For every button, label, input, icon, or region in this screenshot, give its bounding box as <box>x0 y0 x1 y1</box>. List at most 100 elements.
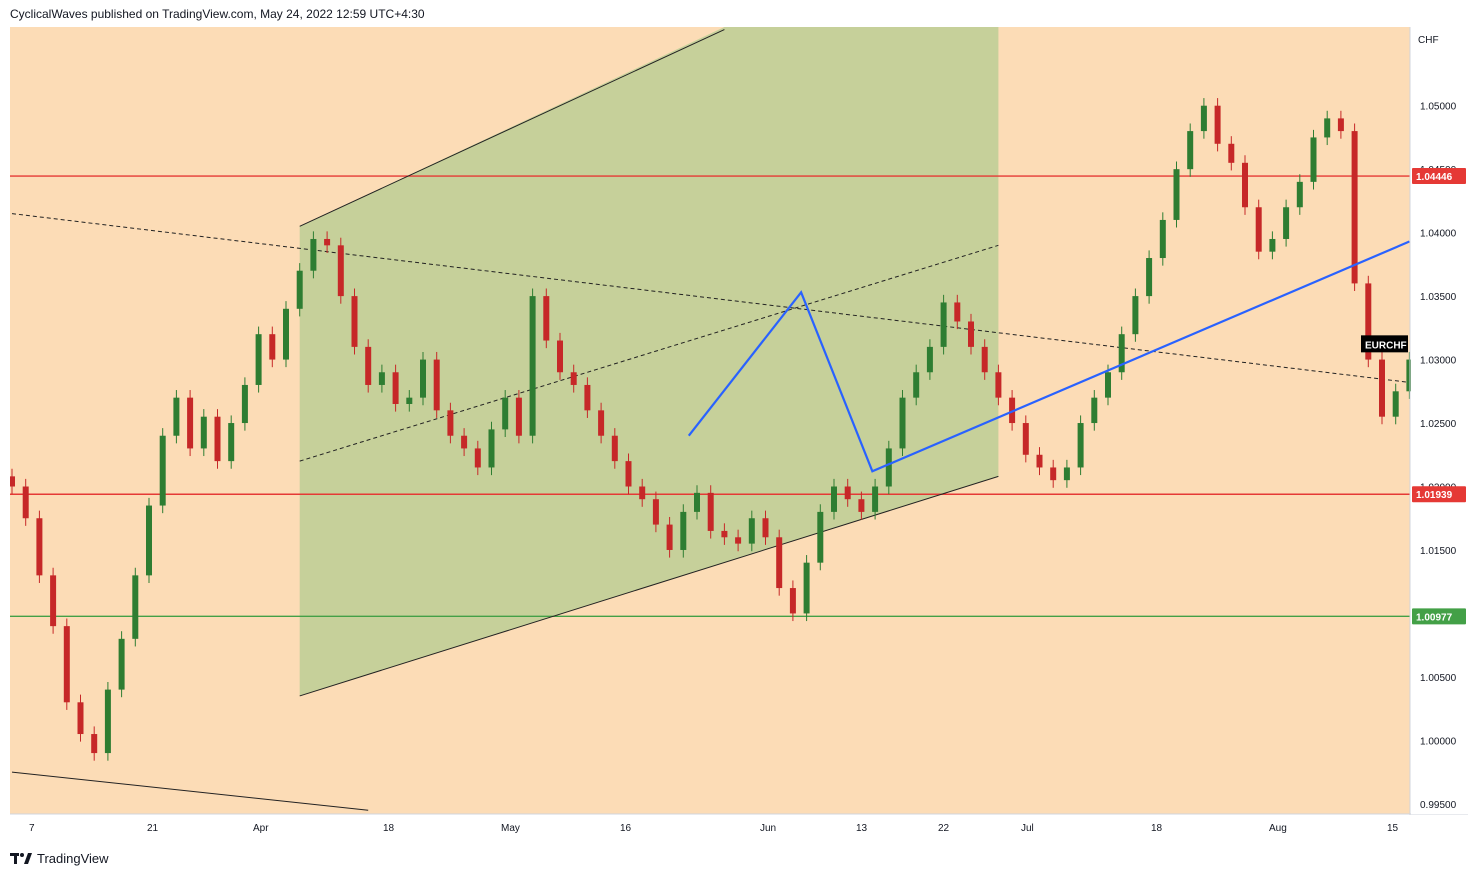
candle-body <box>652 499 659 525</box>
candle <box>1406 351 1413 399</box>
price-label-text: 1.04446 <box>1416 172 1453 183</box>
candle <box>981 339 988 380</box>
price-label-box <box>1412 486 1466 503</box>
candle-body <box>228 423 235 462</box>
candle <box>310 231 317 279</box>
candle-body <box>1105 372 1111 398</box>
candle-body <box>844 486 851 500</box>
candle <box>255 326 262 393</box>
candle-body <box>461 435 468 449</box>
symbol-label-text: EURCHF <box>1365 340 1407 351</box>
candle <box>36 510 43 583</box>
candle <box>324 231 331 253</box>
publisher-caption: CyclicalWaves published on TradingView.c… <box>10 7 425 21</box>
candle-body <box>1050 467 1057 481</box>
candle <box>502 390 509 438</box>
candle <box>9 468 15 495</box>
candle-body <box>1200 105 1207 132</box>
candle <box>789 580 796 622</box>
candle <box>515 390 522 444</box>
channel-zone <box>299 27 999 696</box>
candle <box>748 510 755 552</box>
candle <box>872 478 879 520</box>
candle-body <box>789 588 796 614</box>
chart-area[interactable]: CHF1.050001.045001.040001.035001.030001.… <box>9 27 1468 842</box>
price-label-text: 1.01939 <box>1416 490 1453 501</box>
candle-body <box>666 524 673 550</box>
candle <box>241 377 248 431</box>
candle <box>776 529 783 596</box>
candle <box>803 555 810 622</box>
trendline-lower-trend <box>11 771 369 811</box>
symbol-label: EURCHF <box>1361 335 1408 353</box>
candle-body <box>104 689 111 754</box>
candle <box>214 409 221 469</box>
y-tick-label: 1.05000 <box>1420 102 1457 113</box>
candle-body <box>1392 391 1399 417</box>
candle-body <box>36 518 43 576</box>
candle-body <box>831 486 837 512</box>
candle <box>598 402 605 444</box>
candle <box>584 377 591 418</box>
candle <box>1173 161 1180 228</box>
candle-body <box>968 321 974 347</box>
candle <box>707 485 714 539</box>
candle <box>365 339 372 393</box>
candle-body <box>598 410 605 436</box>
candle-body <box>1173 169 1180 220</box>
x-tick-label: Jun <box>760 823 776 834</box>
candle <box>1324 110 1331 146</box>
price-label-box <box>1412 168 1466 185</box>
candle <box>22 478 29 526</box>
candle-body <box>817 511 824 563</box>
candlestick-chart[interactable]: CHF1.050001.045001.040001.035001.030001.… <box>9 27 1468 842</box>
candle <box>1146 250 1153 304</box>
candle <box>392 364 399 412</box>
candle-body <box>735 537 742 544</box>
candle-body <box>132 575 139 639</box>
candle-body <box>748 518 755 544</box>
candle-body <box>926 346 933 373</box>
candle-body <box>1022 423 1029 455</box>
candle <box>735 529 742 552</box>
candle-body <box>625 461 632 487</box>
candle-body <box>858 499 865 512</box>
candle <box>337 237 344 304</box>
candle <box>995 364 1002 406</box>
candle-body <box>337 245 344 297</box>
x-tick-label: 13 <box>856 823 868 834</box>
candle <box>50 567 57 634</box>
candle-body <box>502 397 509 430</box>
candle-body <box>63 626 70 703</box>
price-axis-background <box>1411 27 1468 814</box>
candle <box>187 390 194 457</box>
x-tick-label: Aug <box>1269 823 1287 834</box>
candle <box>1228 136 1235 171</box>
price-label: 1.04446 <box>1412 168 1466 185</box>
candle <box>420 351 426 406</box>
projection-path <box>687 240 1410 473</box>
candle <box>200 409 207 457</box>
candle-body <box>433 359 440 411</box>
candle-body <box>378 372 385 385</box>
candle-body <box>1077 423 1084 468</box>
candle-body <box>1255 207 1262 252</box>
candle <box>1310 129 1317 190</box>
candle <box>1200 98 1207 139</box>
candle-body <box>1269 238 1276 252</box>
candle-body <box>1324 118 1331 138</box>
candle-body <box>913 372 920 398</box>
price-label: 1.00977 <box>1412 608 1466 625</box>
candle-body <box>803 562 810 614</box>
candle-body <box>283 308 289 360</box>
candle-body <box>1214 105 1221 144</box>
candle <box>968 313 974 355</box>
candle-body <box>406 397 413 404</box>
candle <box>406 390 413 412</box>
candle-body <box>707 492 714 531</box>
candle-body <box>1283 207 1290 239</box>
x-tick-label: Apr <box>253 823 269 834</box>
candle-body <box>776 537 783 589</box>
candle-body <box>241 384 248 424</box>
candle-body <box>474 448 481 468</box>
